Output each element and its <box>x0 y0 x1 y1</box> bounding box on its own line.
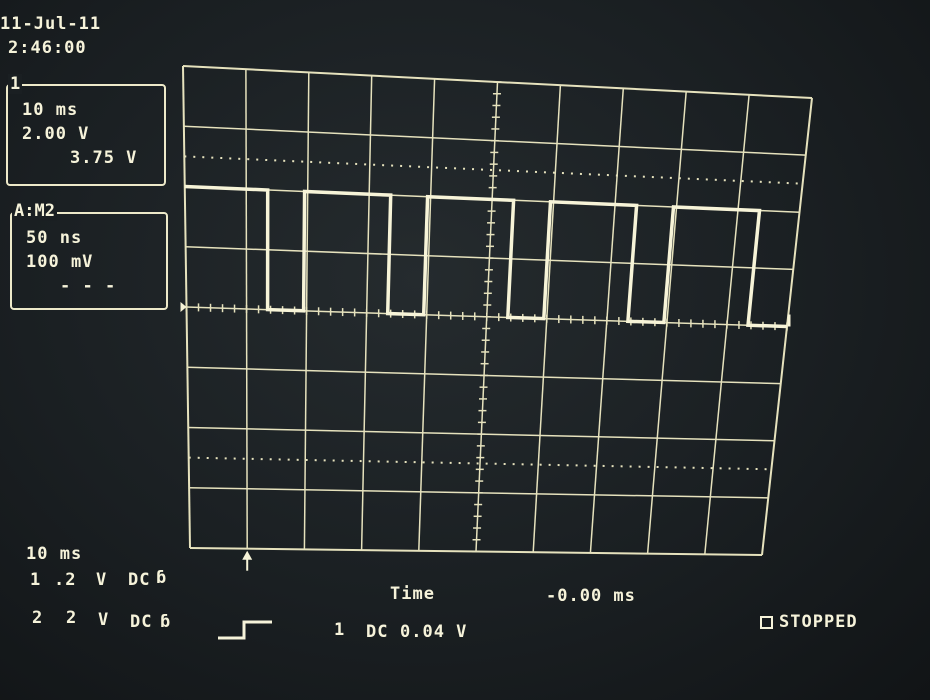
ground-level-marker <box>180 302 187 312</box>
time-label: Time <box>390 584 435 604</box>
channel1-tag: 1 <box>8 74 23 94</box>
run-status: STOPPED <box>760 612 858 632</box>
channel1-settings-box[interactable]: 10 ms 2.00 V 3.75 V <box>6 84 166 186</box>
trigger-position-arrow <box>242 550 253 560</box>
ch2-coupling[interactable]: DC <box>130 612 153 632</box>
ch1-offset: 3.75 V <box>70 148 138 168</box>
math-settings-box[interactable]: 50 ns 100 mV - - - <box>10 212 168 310</box>
trigger-coupling: DC <box>366 622 389 642</box>
marker-lines <box>184 155 803 471</box>
math-volts-per-div: 100 mV <box>26 252 94 272</box>
math-offset: - - - <box>60 276 117 296</box>
ch1-volts-per-div: 2.00 V <box>22 124 90 144</box>
footer-timebase: 10 ms <box>26 544 83 564</box>
ch1-scale[interactable]: .2 <box>54 570 77 590</box>
rising-edge-icon <box>218 620 272 640</box>
center-ticks <box>185 81 788 553</box>
ch2-unit: V <box>98 610 110 630</box>
channel1-trace <box>184 184 788 329</box>
math-tag: A:M2 <box>12 201 57 221</box>
math-timebase: 50 ns <box>26 228 83 248</box>
time-value[interactable]: -0.00 ms <box>546 586 636 606</box>
ch1-timebase: 10 ms <box>22 100 79 120</box>
ch1-coupling[interactable]: DC <box>128 570 151 590</box>
trigger-level[interactable]: 0.04 V <box>400 622 468 642</box>
ch2-scale[interactable]: 2 <box>66 608 78 628</box>
status-label: STOPPED <box>779 612 858 632</box>
ch1-unit: V <box>96 570 108 590</box>
date-readout: 11-Jul-11 <box>0 14 102 34</box>
time-readout: 2:46:00 <box>8 38 87 58</box>
ch2-number[interactable]: 2 <box>32 608 44 628</box>
markers <box>180 302 791 571</box>
bandwidth-limit-icon: ɓ <box>160 612 172 632</box>
bandwidth-limit-icon: ɓ <box>156 568 168 588</box>
ch1-number[interactable]: 1 <box>30 570 42 590</box>
stop-icon <box>760 615 773 629</box>
trigger-source[interactable]: 1 <box>334 620 346 640</box>
